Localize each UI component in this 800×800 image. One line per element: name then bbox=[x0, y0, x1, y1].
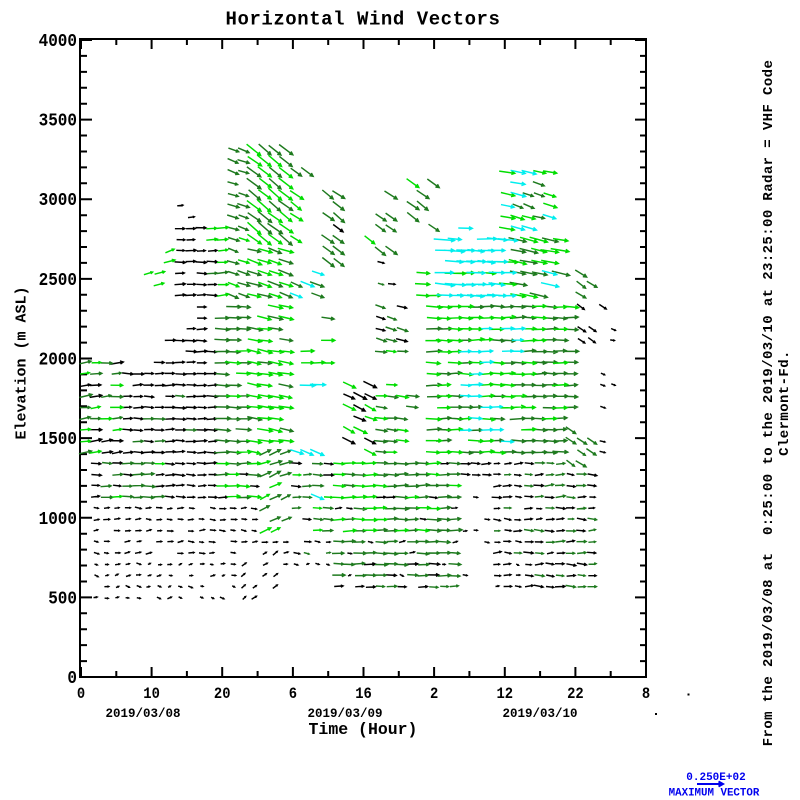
svg-text:2500: 2500 bbox=[39, 271, 77, 291]
svg-text:Time (Hour): Time (Hour) bbox=[309, 720, 418, 739]
svg-text:20: 20 bbox=[214, 685, 231, 703]
svg-text:2019/03/08: 2019/03/08 bbox=[105, 707, 180, 721]
svg-text:3500: 3500 bbox=[39, 112, 77, 132]
svg-text:10: 10 bbox=[143, 685, 160, 703]
svg-text:Elevation (m ASL): Elevation (m ASL) bbox=[14, 286, 31, 439]
svg-text:MAXIMUM VECTOR: MAXIMUM VECTOR bbox=[669, 788, 760, 800]
svg-text:500: 500 bbox=[48, 589, 77, 609]
svg-text:22: 22 bbox=[567, 685, 584, 703]
svg-text:2019/03/10: 2019/03/10 bbox=[502, 707, 577, 721]
svg-text:1000: 1000 bbox=[39, 510, 77, 530]
svg-text:2019/03/09: 2019/03/09 bbox=[307, 707, 382, 721]
svg-text:4000: 4000 bbox=[39, 32, 77, 52]
svg-text:6: 6 bbox=[289, 685, 297, 703]
svg-text:3000: 3000 bbox=[39, 191, 77, 211]
svg-text:2: 2 bbox=[430, 685, 438, 703]
svg-text:Horizontal Wind Vectors: Horizontal Wind Vectors bbox=[226, 9, 501, 31]
svg-text:0.250E+02: 0.250E+02 bbox=[686, 772, 745, 784]
svg-text:2000: 2000 bbox=[39, 351, 77, 371]
svg-text:0: 0 bbox=[77, 685, 85, 703]
svg-text:12: 12 bbox=[497, 685, 514, 703]
svg-text:0: 0 bbox=[67, 669, 77, 689]
svg-text:Clermont-Fd.: Clermont-Fd. bbox=[777, 350, 793, 456]
svg-text:16: 16 bbox=[355, 685, 372, 703]
svg-text:1500: 1500 bbox=[39, 430, 77, 450]
svg-text:From the 2019/03/08 at 0:25:0: From the 2019/03/08 at 0:25:00 to the 20… bbox=[761, 60, 777, 747]
svg-text:8: 8 bbox=[642, 685, 650, 703]
